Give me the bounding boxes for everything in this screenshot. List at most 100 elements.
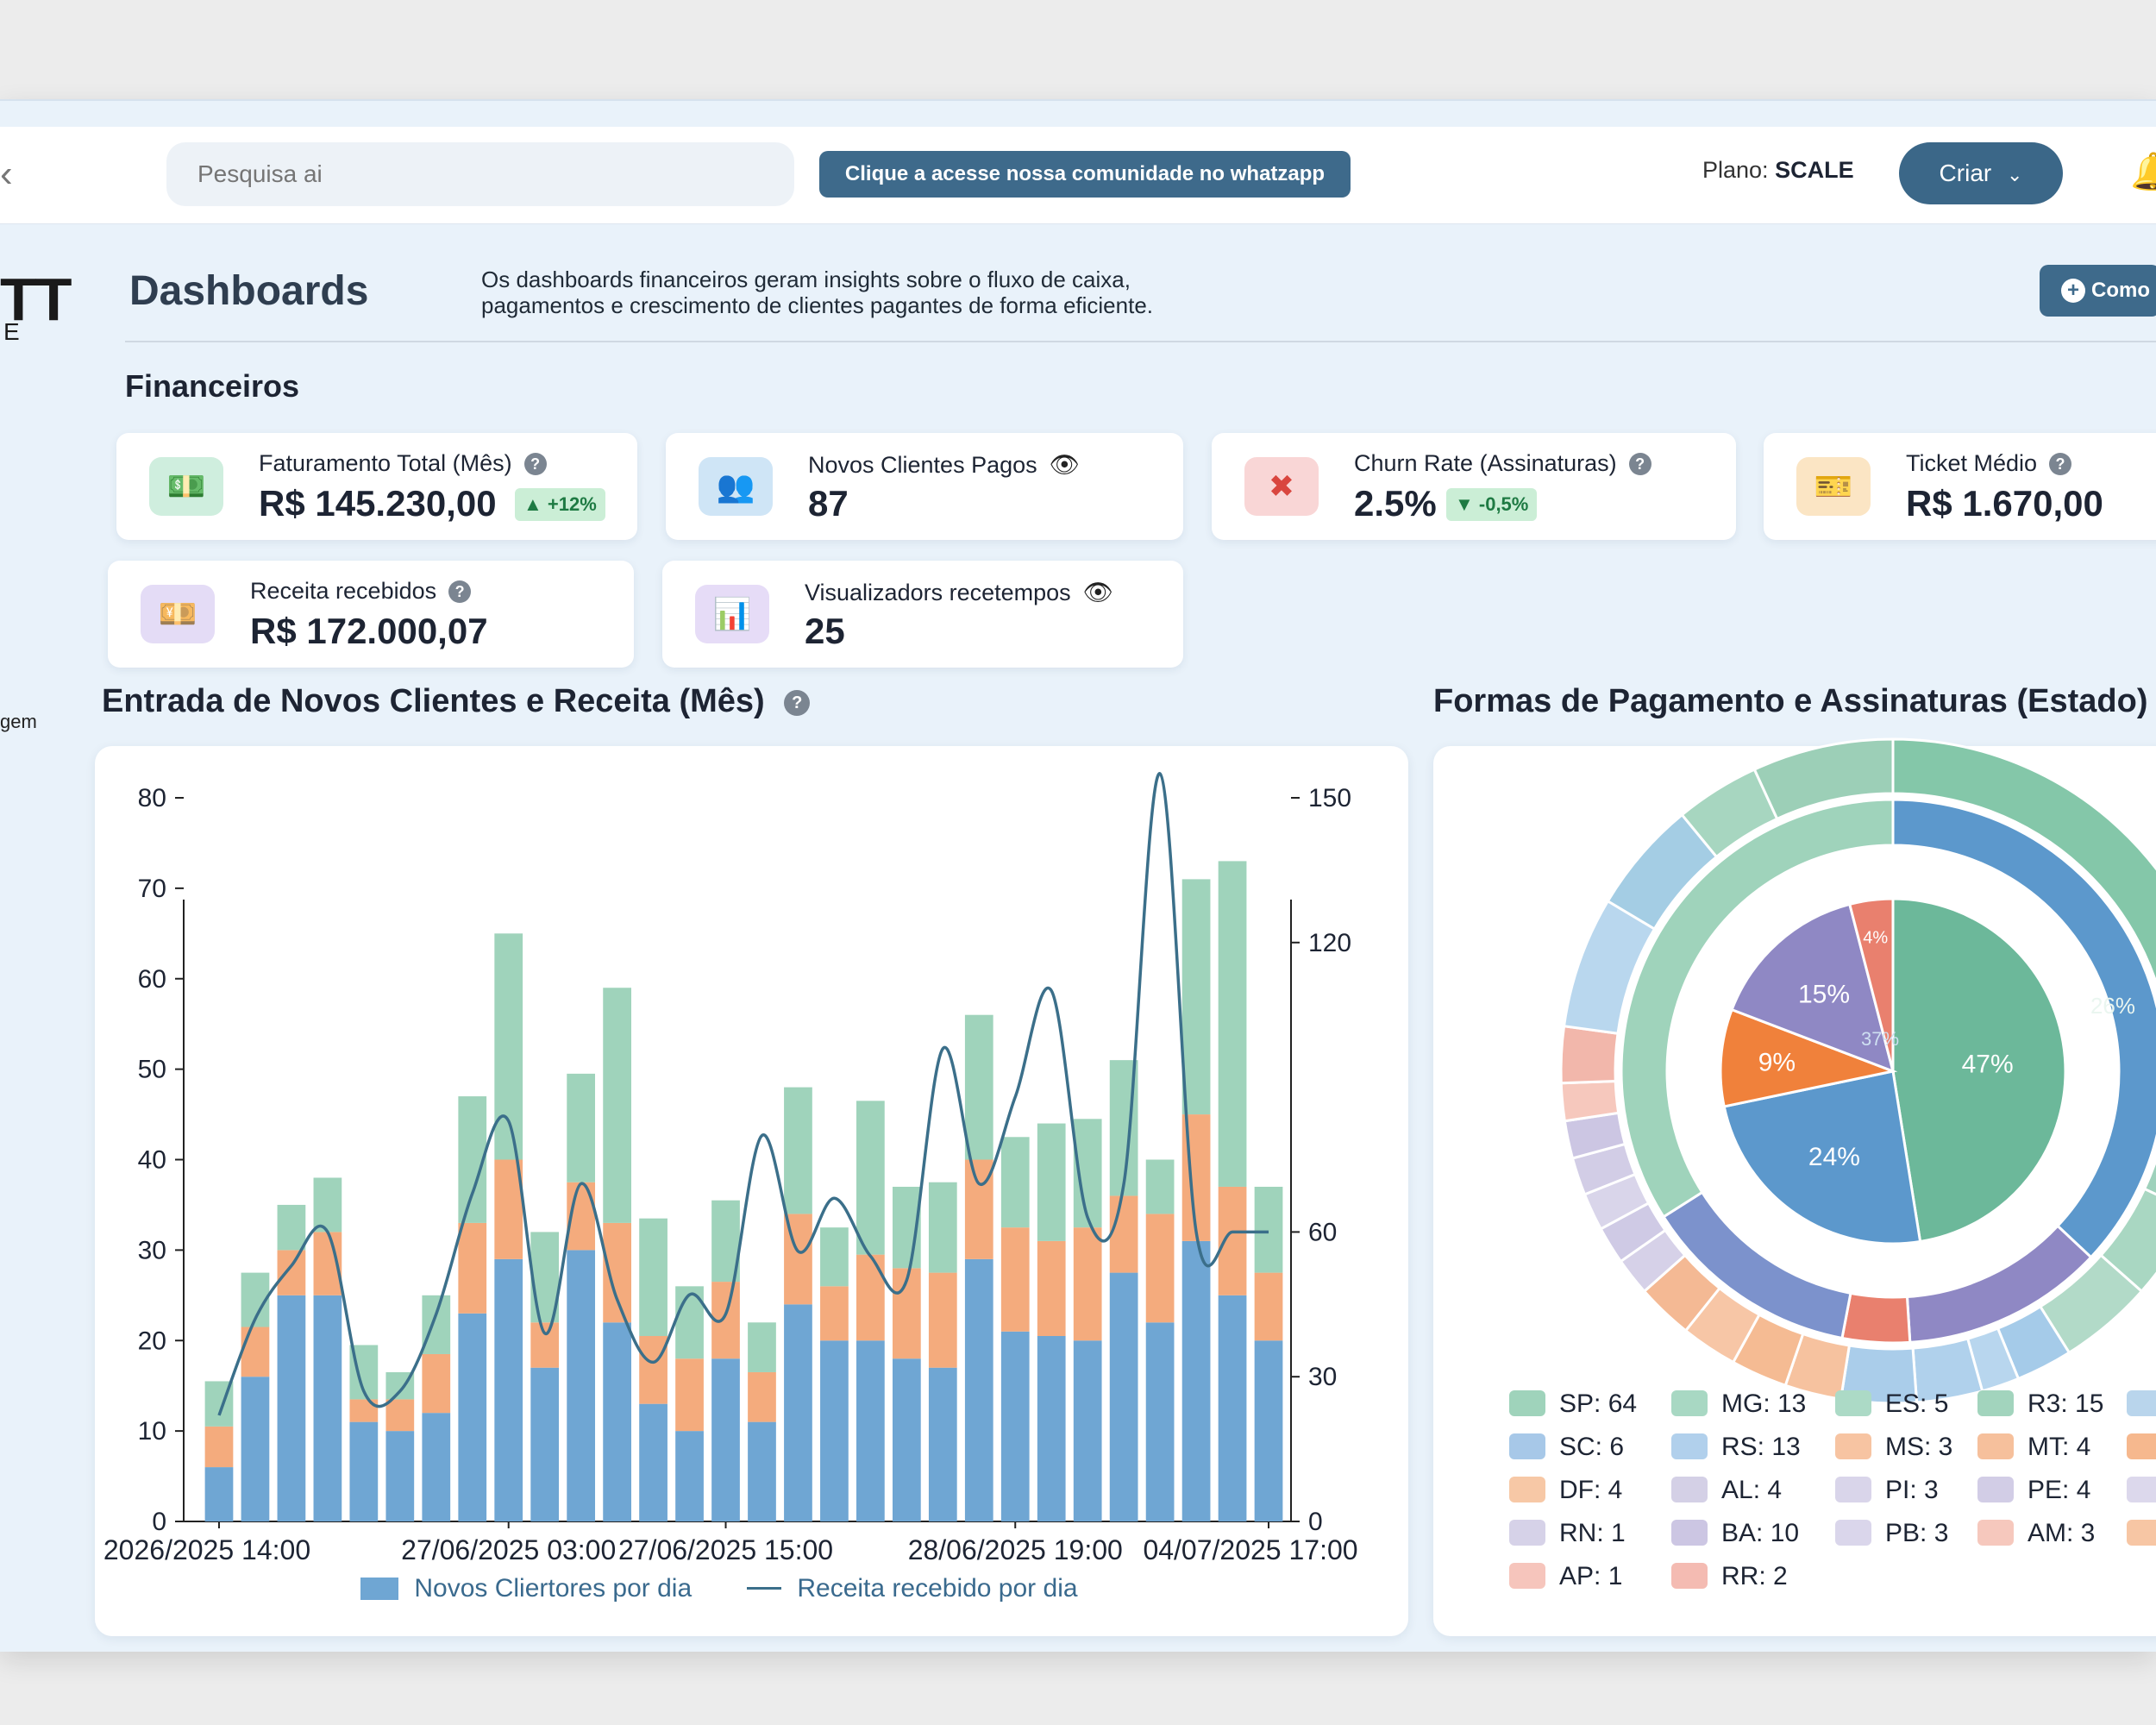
pie-slice-label: 4% (1863, 928, 1888, 947)
y-tick-label-left: 60 (138, 965, 166, 994)
bar-segment (1145, 1214, 1175, 1323)
kpi-card-ticket[interactable]: 🎫 Ticket Médio? R$ 1.670,00 (1764, 433, 2156, 540)
legend-swatch (1671, 1433, 1708, 1459)
bar-segment (1145, 1159, 1175, 1214)
bell-icon[interactable]: 🔔 (2130, 151, 2156, 193)
bar-segment (1037, 1240, 1066, 1337)
help-button[interactable]: + Como (2040, 265, 2156, 317)
pie-legend-item[interactable]: MG: 13 (1671, 1389, 1806, 1419)
divider (125, 341, 2156, 342)
bar-segment (928, 1272, 957, 1368)
kpi-card-revenue[interactable]: 💵 Faturamento Total (Mês)? R$ 145.230,00… (116, 433, 637, 540)
pie-legend-item[interactable]: RN: 1 (1509, 1519, 1626, 1548)
kpi-value: R$ 172.000,07 (250, 611, 488, 651)
bar-segment (1073, 1340, 1102, 1521)
legend-line-series[interactable]: Receita recebido por dia (747, 1574, 1078, 1603)
pie-legend-item[interactable]: MT: 4 (1977, 1433, 2090, 1462)
inner-pie-slice (1847, 897, 1895, 1072)
legend-swatch (1977, 1477, 2014, 1502)
kpi-card-churn[interactable]: ✖ Churn Rate (Assinaturas)? 2.5% ▼ -0,5% (1212, 433, 1736, 540)
pie-legend-item[interactable]: PE: 4 (1977, 1476, 2090, 1505)
bar-segment (928, 1182, 957, 1273)
kpi-value: R$ 145.230,00 (259, 483, 497, 524)
middle-ring-label: 37% (1861, 1028, 1899, 1050)
bar-segment (1000, 1137, 1030, 1228)
bar-segment (313, 1177, 342, 1233)
kpi-card-new-clients[interactable]: 👥 Novos Clientes Pagos 👁 87 (666, 433, 1183, 540)
sidebar-item-partial[interactable]: gem (0, 711, 37, 732)
middle-ring-slice (1840, 1291, 1912, 1345)
bar-segment (1145, 1322, 1175, 1521)
bar-segment (1254, 1186, 1283, 1273)
pie-legend-item[interactable]: BA: 10 (1671, 1519, 1799, 1548)
outer-ring-slice (1559, 1025, 1620, 1085)
kpi-value: 25 (805, 611, 845, 651)
middle-ring-slice (1620, 798, 1895, 1219)
bar-segment (784, 1304, 812, 1521)
bar-segment (856, 1101, 885, 1255)
x-tick-label: 2026/2025 14:00 (103, 1534, 310, 1565)
create-button-label: Criar (1939, 160, 1992, 186)
pie-legend-item[interactable]: AL: 4 (1671, 1476, 1782, 1505)
eye-icon[interactable]: 👁 (1049, 451, 1081, 478)
pie-legend-item[interactable]: AP: 1 (1509, 1562, 1622, 1591)
chevron-left-icon[interactable]: ‹ (0, 153, 13, 195)
pie-legend-item[interactable] (2127, 1476, 2156, 1505)
bar-chart-title-text: Entrada de Novos Clientes e Receita (Mês… (102, 683, 765, 719)
legend-label: AL: 4 (1721, 1476, 1783, 1504)
bar-segment (964, 1258, 993, 1521)
bar-segment (277, 1204, 306, 1251)
pie-legend-item[interactable]: ES: 5 (1835, 1389, 1948, 1419)
legend-bar-series[interactable]: Novos Cliertores por dia (360, 1574, 692, 1603)
y-tick-label-left: 40 (138, 1146, 166, 1175)
help-icon[interactable]: ? (523, 453, 547, 475)
bar-segment (1181, 1240, 1211, 1521)
outer-ring-label: 26% (2090, 993, 2135, 1019)
bar-segment (1037, 1336, 1066, 1521)
pie-legend-item[interactable]: AM: 3 (1977, 1519, 2095, 1548)
search-input[interactable] (166, 142, 794, 206)
help-icon[interactable]: ? (2049, 453, 2072, 475)
pie-legend-item[interactable]: PB: 3 (1835, 1519, 1948, 1548)
pie-legend-item[interactable]: SC: 6 (1509, 1433, 1624, 1462)
kpi-card-received[interactable]: 💴 Receita recebidos? R$ 172.000,07 (108, 561, 634, 668)
create-button[interactable]: Criar ⌄ (1899, 142, 2063, 204)
eye-icon[interactable]: 👁 (1082, 579, 1114, 605)
bar-segment (313, 1295, 342, 1521)
pie-chart-title: Formas de Pagamento e Assinaturas (Estad… (1433, 683, 2148, 719)
bar-segment (1181, 879, 1211, 1115)
pie-legend-item[interactable]: R3: 15 (1977, 1389, 2103, 1419)
bar-segment (422, 1413, 451, 1521)
pie-legend-item[interactable]: RS: 13 (1671, 1433, 1801, 1462)
bar-segment (639, 1403, 667, 1521)
app-window: ‹ Clique a acesse nossa comunidade no wh… (0, 99, 2156, 1652)
legend-label: ES: 5 (1885, 1389, 1949, 1418)
kpi-label: Receita recebidos (250, 578, 437, 604)
pie-legend-item[interactable]: RR: 2 (1671, 1562, 1788, 1591)
x-tick-label: 27/06/2025 03:00 (401, 1534, 616, 1565)
help-icon[interactable]: ? (1628, 453, 1651, 475)
bar-segment (964, 1014, 993, 1160)
bar-segment (1218, 1295, 1247, 1521)
outer-ring-slice (1891, 737, 2156, 987)
legend-line-marker (747, 1587, 781, 1590)
pie-legend-item[interactable] (2127, 1433, 2156, 1462)
pie-legend-item[interactable] (2127, 1519, 2156, 1548)
pie-legend-item[interactable]: MS: 3 (1835, 1433, 1952, 1462)
legend-swatch (2127, 1390, 2156, 1416)
bar-segment (277, 1295, 306, 1521)
bar-segment (1218, 861, 1247, 1187)
y-tick-label-left: 70 (138, 875, 166, 903)
community-button[interactable]: Clique a acesse nossa comunidade no what… (819, 151, 1351, 198)
pie-legend-item[interactable] (2127, 1389, 2156, 1419)
pie-legend-item[interactable]: DF: 4 (1509, 1476, 1622, 1505)
legend-swatch (1509, 1563, 1545, 1589)
kpi-card-viewers[interactable]: 📊 Visualizadors recetempos 👁 25 (662, 561, 1183, 668)
help-icon[interactable]: ? (784, 690, 811, 716)
pie-legend-item[interactable]: SP: 64 (1509, 1389, 1637, 1419)
help-icon[interactable]: ? (448, 580, 472, 603)
bar-segment (639, 1218, 667, 1337)
pie-legend-item[interactable]: PI: 3 (1835, 1476, 1939, 1505)
revenue-line (217, 772, 1269, 1416)
x-tick-label: 28/06/2025 19:00 (908, 1534, 1123, 1565)
